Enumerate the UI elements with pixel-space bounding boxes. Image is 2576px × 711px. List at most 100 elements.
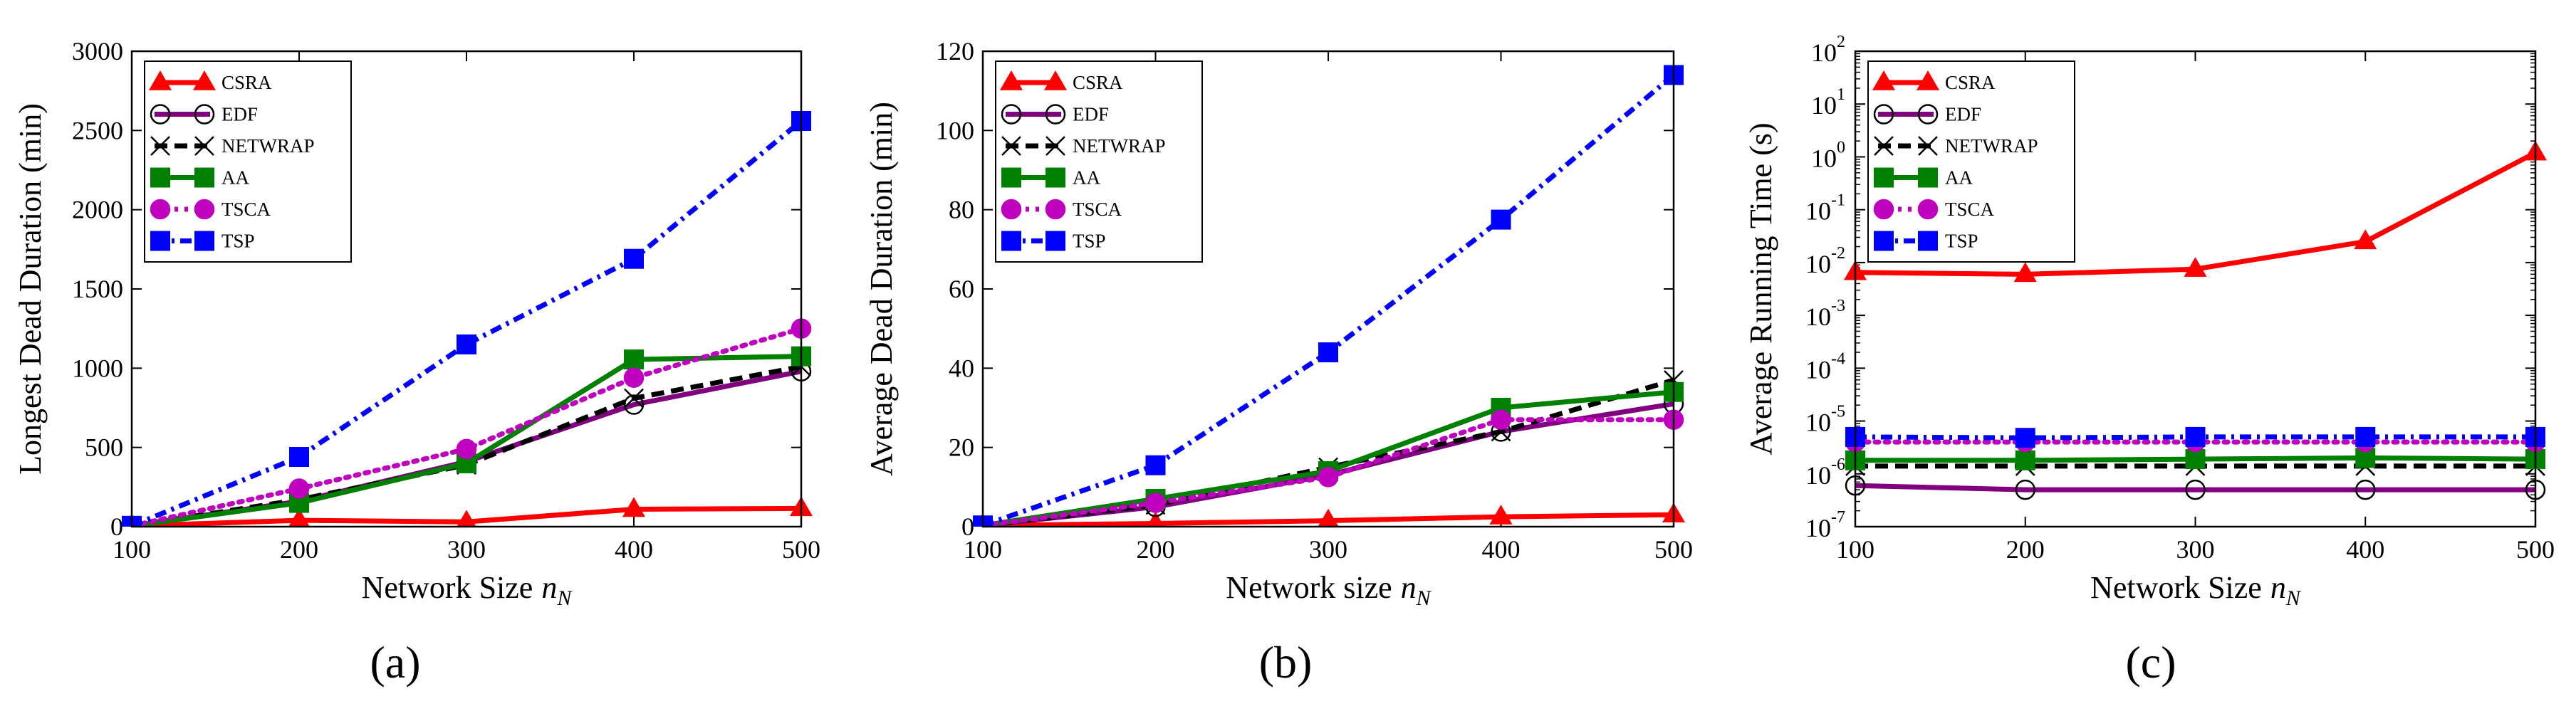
x-tick-label: 300	[2176, 535, 2215, 564]
legend-marker-tsp	[150, 231, 170, 251]
legend-marker-csra	[999, 70, 1023, 90]
legend-marker-tsca	[1917, 199, 1939, 220]
data-point-tsp	[2355, 426, 2376, 447]
y-tick-label: 10-4	[1805, 349, 1845, 384]
y-tick-label: 10-2	[1805, 244, 1845, 278]
legend-label: TSP	[1073, 231, 1106, 252]
legend-label: EDF	[1945, 104, 1981, 125]
legend-box	[1867, 60, 2075, 263]
legend-marker-csra	[1043, 70, 1068, 90]
legend-marker-csra	[1916, 70, 1940, 90]
data-point-tsca	[623, 367, 645, 388]
legend-label: CSRA	[221, 72, 272, 93]
data-point-csra	[2184, 257, 2207, 277]
data-point-tsca	[1145, 493, 1166, 513]
legend-marker-edf	[1917, 104, 1939, 125]
data-point-tsca	[1318, 467, 1339, 488]
chart-panel-1: 0 500 1000 1500 2000 2500 3000 100 200 300 400 500 C…	[13, 37, 820, 688]
legend: CSRA EDF NETWRAP AA TSCA TSP	[1867, 60, 2075, 263]
x-tick-label: 200	[1137, 535, 1175, 564]
legend-label: CSRA	[1073, 72, 1123, 93]
legend-marker-edf	[1045, 104, 1066, 125]
x-tick-label: 500	[1654, 535, 1693, 564]
y-tick-label: 1000	[72, 354, 123, 382]
y-tick-label: 10-6	[1805, 455, 1845, 490]
y-tick-label: 10-5	[1805, 403, 1845, 437]
x-tick-label: 500	[782, 535, 820, 564]
x-tick-label: 200	[2006, 535, 2045, 564]
legend: CSRA EDF NETWRAP AA TSCA TSP	[995, 60, 1203, 263]
chart-panel-2: 0 20 40 60 80 100 120 100 200 300 400 500 CSRA EDF NET…	[864, 37, 1693, 688]
data-point-edf	[2015, 479, 2035, 500]
y-tick-label: 2000	[72, 196, 123, 224]
panel-caption: (a)	[370, 637, 420, 688]
data-point-csra	[288, 508, 310, 527]
data-point-tsp	[624, 248, 644, 269]
y-tick-label: 100	[1811, 138, 1845, 172]
y-tick-label: 3000	[72, 37, 123, 65]
data-point-tsca	[288, 478, 310, 499]
legend-marker-tsp	[1001, 231, 1021, 251]
y-tick-label: 10-7	[1805, 508, 1845, 542]
legend-label: TSP	[221, 231, 255, 252]
y-tick-label: 60	[949, 275, 974, 303]
legend-label: NETWRAP	[1945, 135, 2038, 157]
series-group	[121, 110, 813, 527]
legend: CSRA EDF NETWRAP AA TSCA TSP	[144, 60, 352, 263]
x-tick-label: 300	[1309, 535, 1347, 564]
data-point-tsp	[1145, 455, 1166, 475]
legend-marker-edf	[194, 104, 215, 125]
y-tick-label: 0	[961, 512, 974, 541]
data-point-tsp	[1318, 342, 1338, 363]
legend-label: CSRA	[1945, 72, 1996, 93]
data-point-tsp	[457, 334, 476, 354]
y-tick-label: 100	[936, 116, 974, 144]
y-tick-label: 500	[85, 433, 123, 462]
data-point-csra	[2354, 229, 2377, 250]
legend-marker-aa	[150, 167, 170, 188]
x-tick-label: 100	[113, 535, 151, 564]
data-point-aa	[2185, 449, 2206, 470]
legend-marker-aa	[1045, 167, 1065, 188]
legend-box	[144, 60, 352, 263]
data-point-tsca	[1491, 409, 1511, 430]
data-point-aa	[2015, 450, 2035, 470]
legend-label: TSP	[1945, 231, 1978, 252]
legend-box	[995, 60, 1203, 263]
y-tick-label: 120	[936, 37, 974, 65]
legend-label: EDF	[1073, 104, 1109, 125]
x-tick-label: 200	[280, 535, 318, 564]
y-axis-label: Average Running Time (s)	[1743, 122, 1778, 455]
legend-marker-tsp	[1918, 231, 1938, 251]
data-point-tsp	[2015, 428, 2035, 448]
data-point-csra	[622, 497, 646, 517]
x-tick-label: 100	[1836, 535, 1874, 564]
series-line-tsp	[130, 119, 803, 527]
legend-marker-aa	[1001, 167, 1021, 188]
legend-marker-tsp	[1045, 231, 1065, 251]
legend-marker-edf	[1873, 104, 1894, 125]
legend-label: NETWRAP	[1073, 135, 1166, 157]
legend-marker-tsca	[194, 199, 215, 220]
legend-marker-aa	[1918, 167, 1938, 188]
plot-frame	[981, 50, 1675, 528]
data-point-csra	[1318, 508, 1339, 527]
x-tick-label: 400	[2346, 535, 2384, 564]
data-point-aa	[624, 349, 644, 370]
legend-marker-tsca	[1873, 199, 1894, 220]
legend-label: NETWRAP	[221, 135, 315, 157]
data-point-csra	[2013, 262, 2037, 283]
y-tick-label: 1500	[72, 275, 123, 303]
panel-caption: (b)	[1259, 637, 1313, 688]
x-axis-label: Network size nN	[1226, 570, 1432, 610]
series-group	[1844, 140, 2547, 500]
data-point-csra	[1489, 505, 1513, 525]
legend-marker-netwrap	[150, 136, 170, 156]
legend-label: EDF	[221, 104, 258, 125]
series-line-edf	[1855, 483, 2535, 493]
plot-frame	[1854, 50, 2537, 528]
legend-label: TSCA	[221, 199, 271, 220]
legend-marker-aa	[1874, 167, 1894, 188]
plot-frame	[130, 50, 803, 528]
legend-marker-csra	[192, 70, 217, 90]
